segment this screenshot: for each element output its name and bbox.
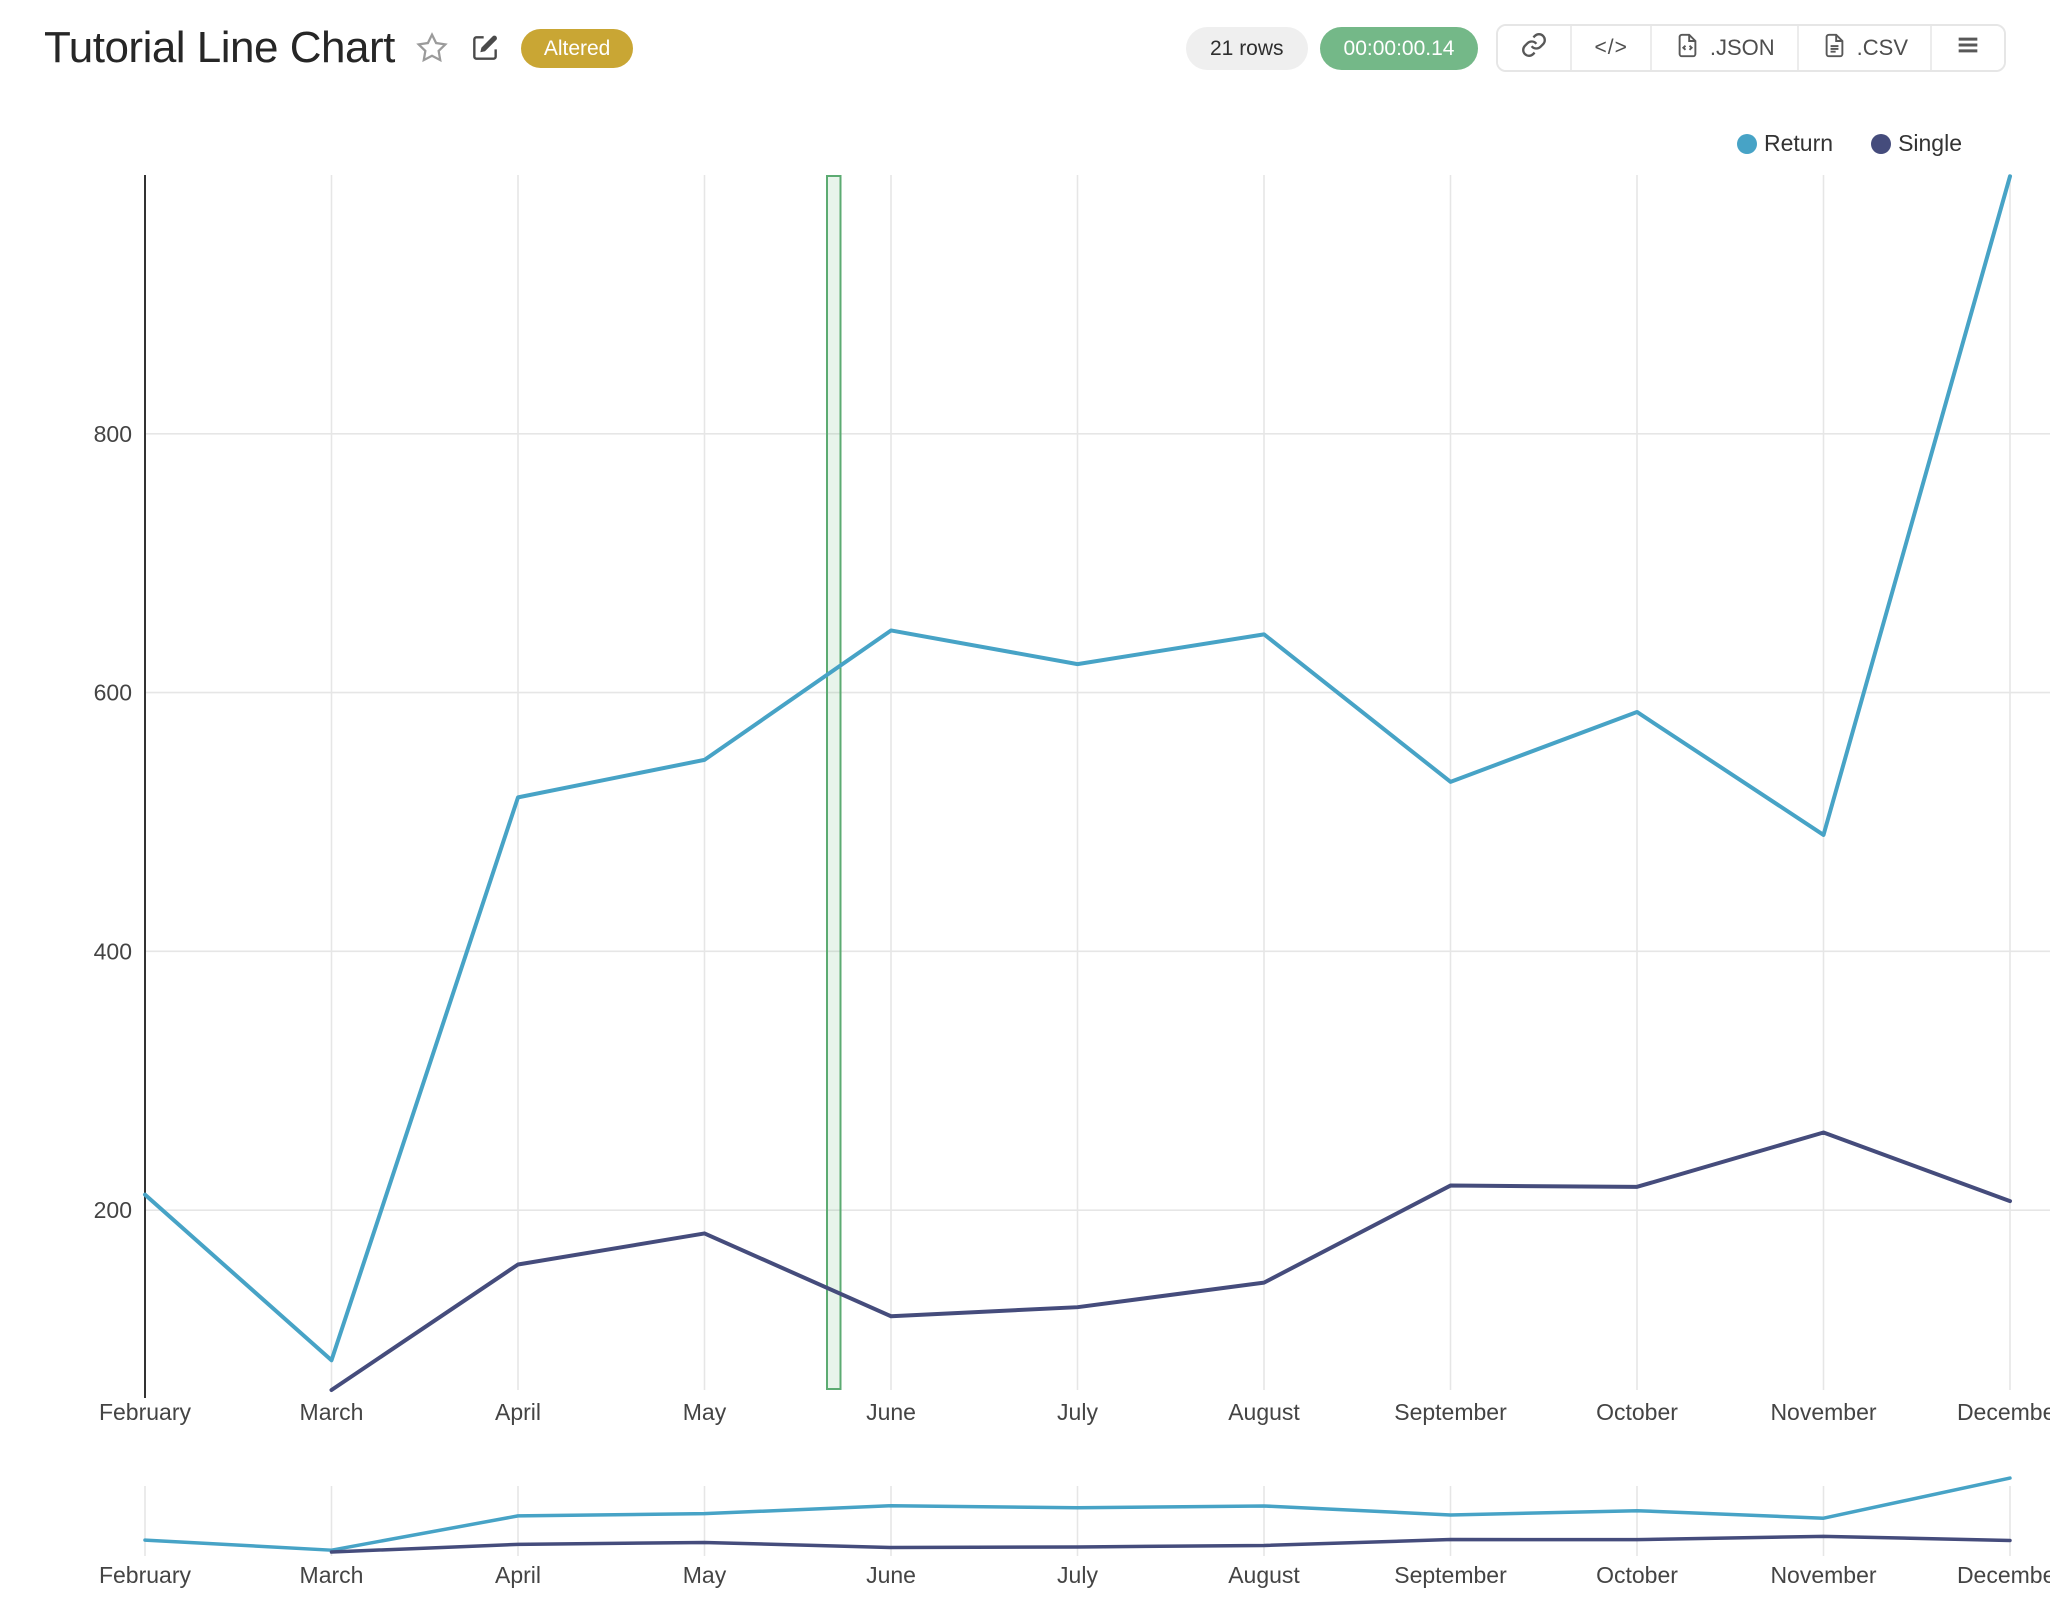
- y-tick-label: 200: [94, 1197, 132, 1223]
- series-line-single: [329, 1130, 2012, 1392]
- legend-item-return[interactable]: Return: [1737, 130, 1833, 157]
- download-json-button[interactable]: .JSON: [1649, 26, 1797, 70]
- row-count-pill: 21 rows: [1186, 26, 1308, 70]
- x-tick-label: July: [1057, 1399, 1098, 1425]
- more-menu-button[interactable]: [1930, 26, 2004, 70]
- x-tick-label: June: [866, 1399, 916, 1425]
- x-tick-label: February: [99, 1399, 192, 1425]
- single-series-label: Single: [1898, 130, 1962, 156]
- y-tick-label: 600: [94, 680, 132, 706]
- y-tick-label: 800: [94, 421, 132, 447]
- x-tick-label: December: [1957, 1399, 2050, 1425]
- export-toolbar: </> .JSON: [1496, 24, 2006, 72]
- mini-x-tick-label: July: [1057, 1562, 1098, 1588]
- result-header: Tutorial Line Chart Altered 21 rows 00:0…: [0, 0, 2050, 96]
- favorite-star-icon[interactable]: [415, 31, 449, 65]
- return-series-dot: [1737, 133, 1758, 154]
- mini-x-tick-label: October: [1596, 1562, 1678, 1588]
- mini-x-tick-label: March: [300, 1562, 364, 1588]
- mini-x-tick-label: September: [1394, 1562, 1507, 1588]
- mini-x-tick-label: April: [495, 1562, 541, 1588]
- file-code-icon: [1674, 32, 1701, 65]
- mini-x-tick-label: May: [683, 1562, 727, 1588]
- x-tick-label: September: [1394, 1399, 1507, 1425]
- download-csv-label: .CSV: [1856, 35, 1908, 60]
- mini-series-line-single: [329, 1534, 2012, 1554]
- x-tick-label: August: [1228, 1399, 1300, 1425]
- download-csv-button[interactable]: .CSV: [1796, 26, 1930, 70]
- status-badge: Altered: [520, 28, 634, 68]
- edit-name-icon[interactable]: [469, 32, 501, 64]
- mini-x-tick-label: February: [99, 1562, 192, 1588]
- x-tick-label: October: [1596, 1399, 1678, 1425]
- single-series-dot: [1871, 133, 1892, 154]
- mini-x-tick-label: June: [866, 1562, 916, 1588]
- chart-legend: Return Single: [1737, 130, 1962, 157]
- y-tick-label: 400: [94, 938, 132, 964]
- plot-area[interactable]: [145, 175, 2050, 1390]
- code-icon: </>: [1594, 36, 1628, 59]
- series-line-return: [143, 174, 2012, 1363]
- mini-x-tick-label: August: [1228, 1562, 1300, 1588]
- share-link-button[interactable]: [1498, 26, 1571, 70]
- mini-series-line-return: [143, 1476, 2012, 1552]
- return-series-label: Return: [1764, 130, 1834, 156]
- x-tick-label: April: [495, 1399, 541, 1425]
- range-slider[interactable]: February March April May June July August Septe…: [99, 1476, 2050, 1588]
- execution-time-pill: 00:00:00.14: [1319, 26, 1479, 70]
- mini-x-tick-label: December: [1957, 1562, 2050, 1588]
- mini-x-tick-label: November: [1770, 1562, 1876, 1588]
- legend-item-single[interactable]: Single: [1871, 130, 1962, 157]
- selection-band[interactable]: [826, 175, 842, 1390]
- x-tick-label: November: [1770, 1399, 1876, 1425]
- x-tick-label: May: [683, 1399, 727, 1425]
- link-icon: [1520, 31, 1548, 65]
- file-text-icon: [1821, 32, 1848, 65]
- download-json-label: .JSON: [1709, 35, 1775, 60]
- x-tick-label: March: [300, 1399, 364, 1425]
- embed-code-button[interactable]: </>: [1570, 26, 1650, 70]
- hamburger-icon: [1954, 31, 1982, 65]
- page-title: Tutorial Line Chart: [44, 23, 395, 72]
